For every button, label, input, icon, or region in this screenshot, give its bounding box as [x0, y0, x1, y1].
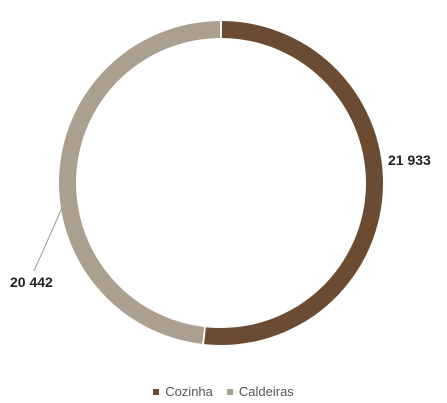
- legend-label-cozinha: Cozinha: [165, 384, 213, 399]
- legend-label-caldeiras: Caldeiras: [238, 384, 294, 399]
- legend-item-caldeiras: Caldeiras: [226, 384, 294, 399]
- legend-item-cozinha: Cozinha: [153, 384, 213, 399]
- data-label-caldeiras: 20 442: [10, 274, 53, 290]
- legend-swatch-caldeiras: [226, 388, 233, 395]
- legend: Cozinha Caldeiras: [0, 384, 447, 399]
- leader-line-caldeiras: [33, 207, 63, 272]
- legend-swatch-cozinha: [153, 388, 160, 395]
- slice-caldeiras: [58, 21, 221, 344]
- data-label-cozinha: 21 933: [388, 152, 431, 168]
- slice-cozinha: [204, 21, 383, 345]
